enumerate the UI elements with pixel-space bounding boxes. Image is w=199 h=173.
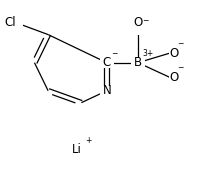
Text: −: − (177, 63, 183, 72)
Text: O: O (169, 71, 179, 84)
Text: O: O (133, 16, 143, 29)
Text: C: C (103, 56, 111, 69)
Bar (70, 144, 83, 155)
Bar (100, 86, 114, 96)
Text: −: − (177, 40, 183, 49)
Text: Cl: Cl (4, 16, 16, 29)
Text: N: N (102, 84, 111, 97)
Text: Li: Li (71, 143, 81, 156)
Text: B: B (134, 56, 142, 69)
Bar (169, 48, 183, 58)
Text: O: O (169, 47, 179, 60)
Text: +: + (85, 136, 91, 145)
Text: −: − (111, 49, 117, 58)
Text: 3+: 3+ (142, 49, 154, 58)
Bar (131, 24, 145, 35)
Bar (5, 18, 23, 28)
Bar (169, 72, 183, 82)
Bar (131, 58, 145, 68)
Text: −: − (142, 16, 149, 25)
Bar (100, 58, 114, 68)
